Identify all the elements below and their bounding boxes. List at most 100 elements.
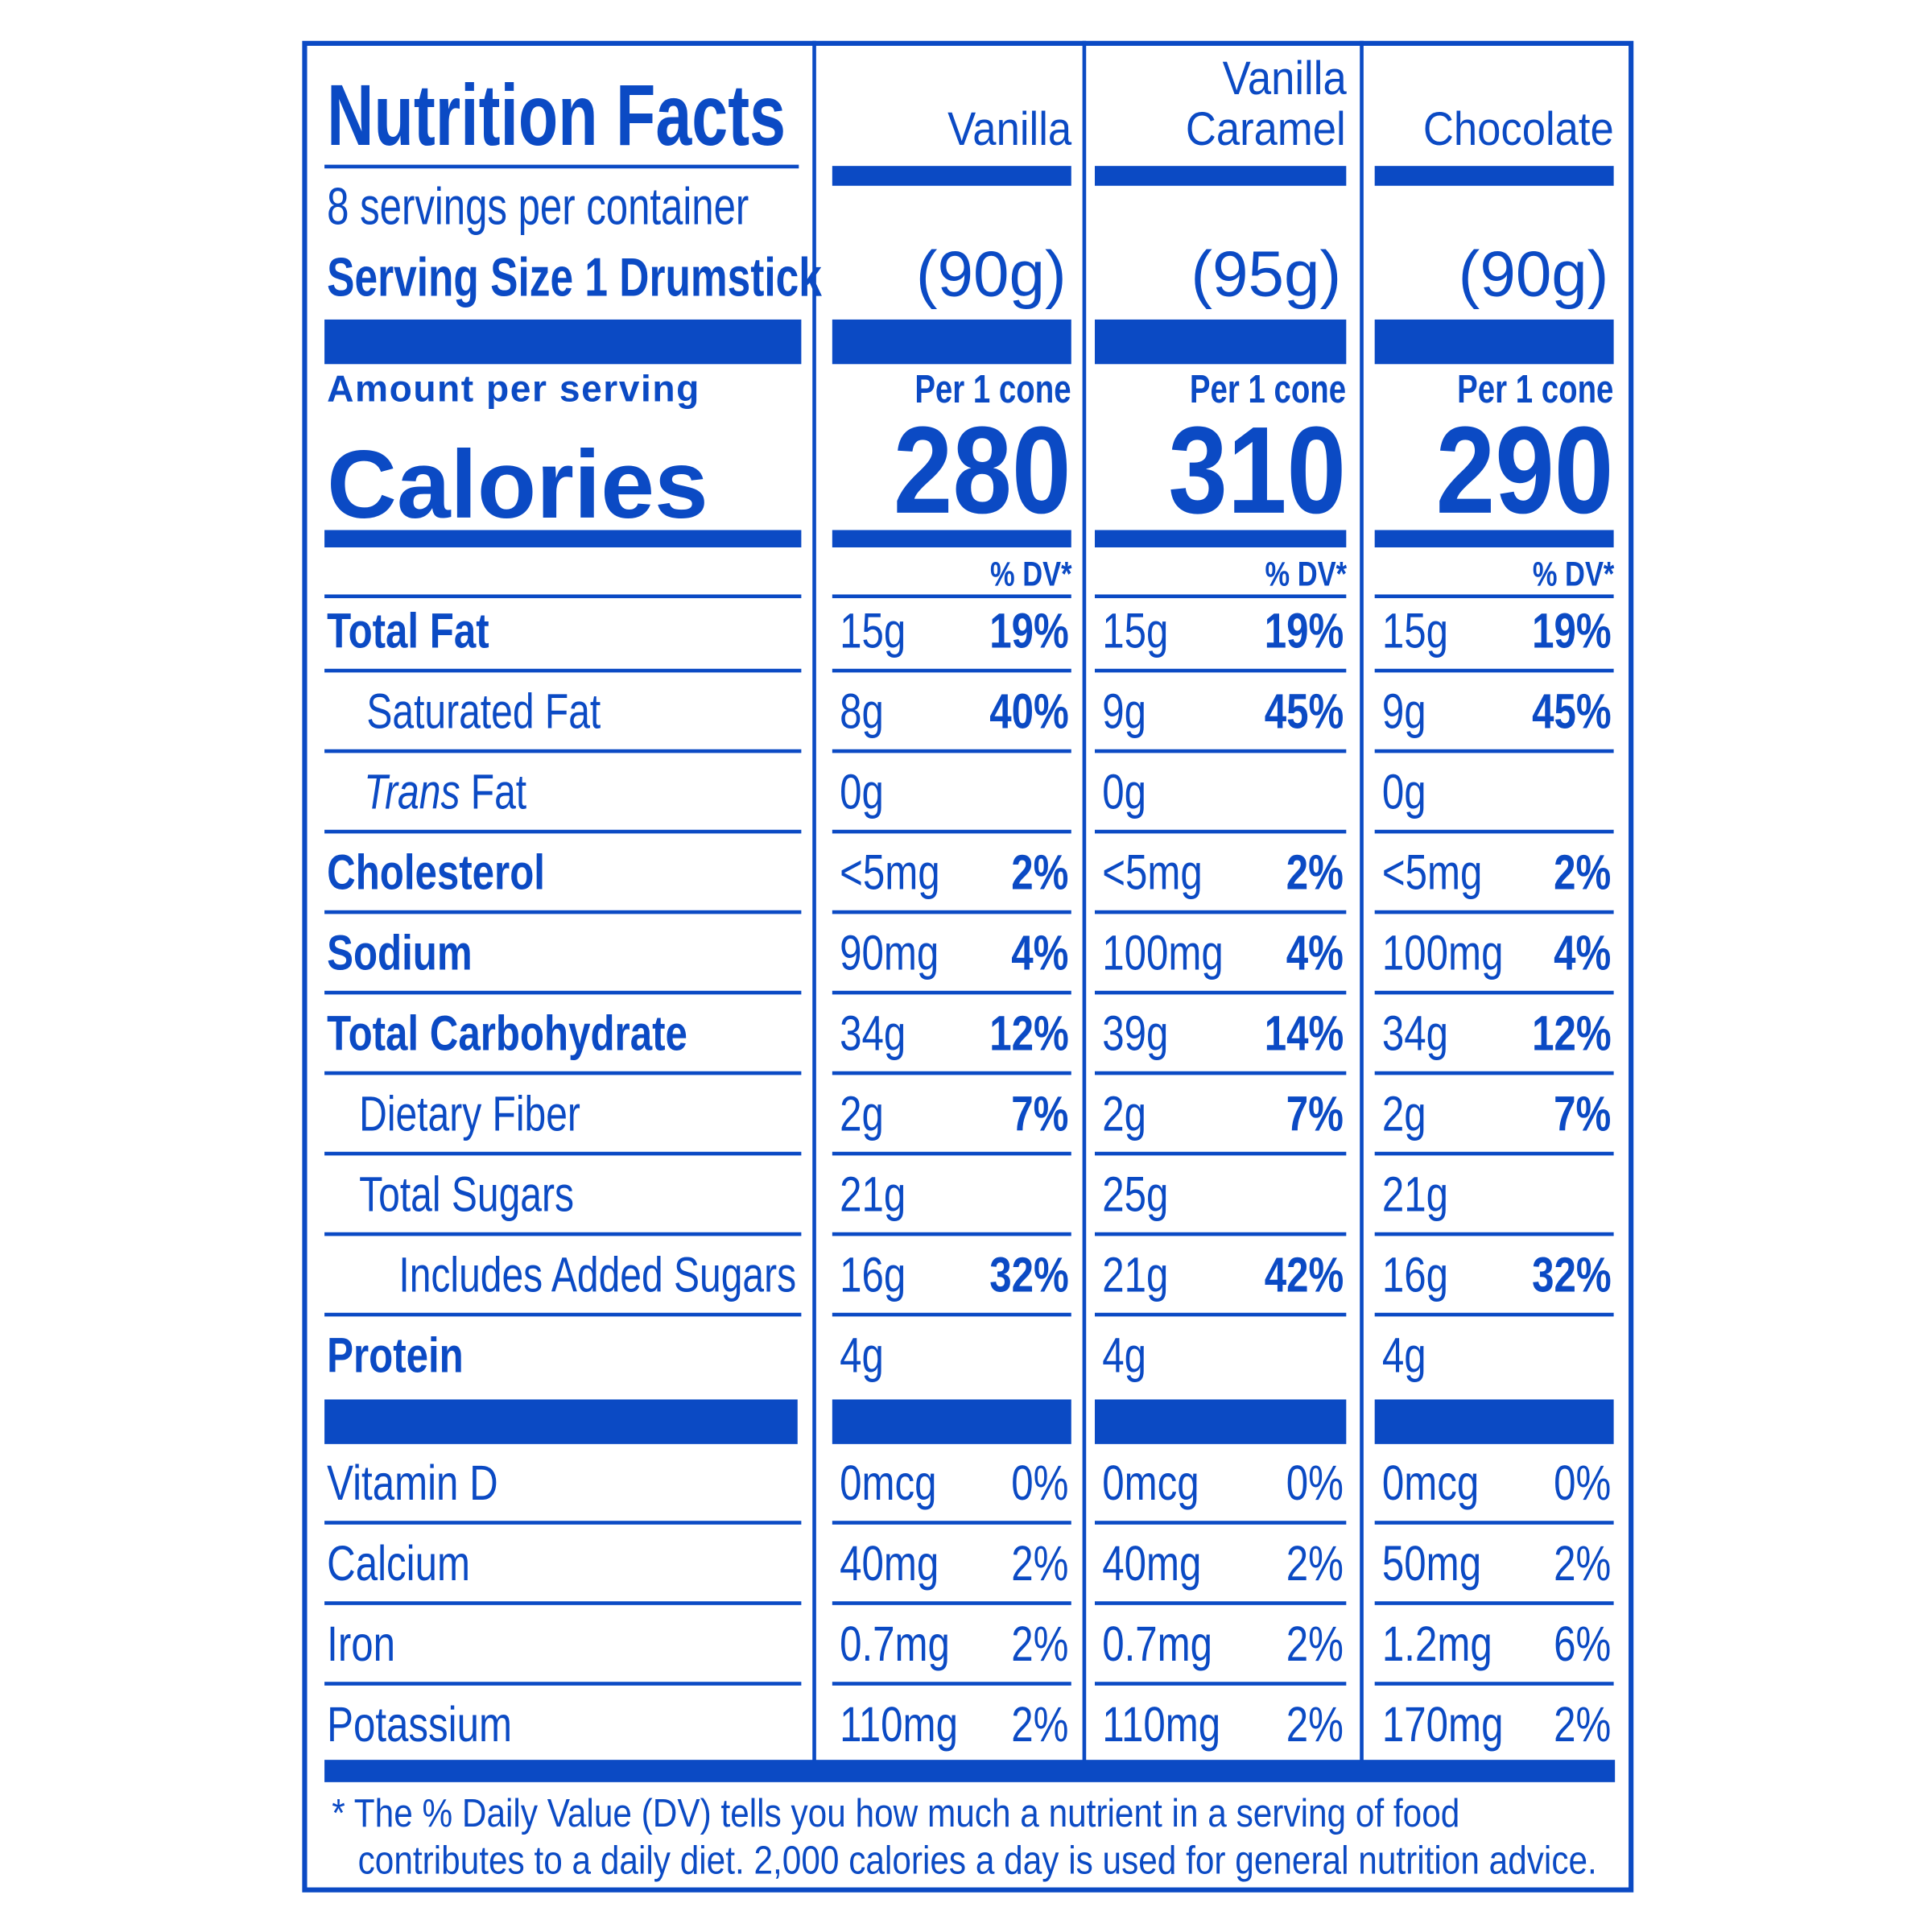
nutrient-amount: 100mg	[1381, 926, 1504, 981]
row-divider	[324, 1601, 802, 1605]
thick-rule	[324, 1399, 798, 1444]
micronutrient-dv: 6%	[1554, 1617, 1612, 1672]
nutrient-dv: 2%	[1286, 845, 1344, 901]
calories-value: 310	[1168, 401, 1347, 540]
nutrient-amount: 39g	[1102, 1006, 1169, 1062]
row-divider	[1374, 1232, 1614, 1236]
nutrient-dv: 45%	[1531, 684, 1612, 740]
row-divider	[1094, 910, 1347, 914]
nutrient-dv: 2%	[1554, 845, 1612, 901]
nutrient-label: Dietary Fiber	[359, 1087, 580, 1142]
nutrient-amount: 4g	[1381, 1328, 1426, 1384]
nutrient-amount: 9g	[1102, 684, 1146, 740]
nutrient-label: Sodium	[327, 926, 473, 981]
row-divider	[1094, 1232, 1347, 1236]
micronutrient-amount: 0mcg	[840, 1456, 937, 1511]
micronutrient-label: Calcium	[327, 1537, 470, 1591]
nutrient-amount: 34g	[840, 1006, 906, 1062]
row-divider	[324, 910, 802, 914]
medium-rule	[832, 530, 1071, 547]
row-divider	[324, 668, 802, 673]
row-divider	[1374, 910, 1614, 914]
nutrient-dv: 12%	[989, 1006, 1069, 1062]
nutrient-dv: 14%	[1264, 1006, 1344, 1062]
calories-value: 290	[1435, 401, 1614, 540]
nutrient-dv: 7%	[1554, 1087, 1612, 1142]
nutrient-dv	[1375, 768, 1612, 818]
product-rule	[832, 166, 1071, 186]
row-divider	[1374, 668, 1614, 673]
nutrient-amount: 15g	[1381, 604, 1449, 659]
row-divider	[324, 1151, 802, 1156]
nutrient-dv	[1375, 1331, 1612, 1381]
nutrient-dv: 4%	[1286, 926, 1344, 981]
product-name-line-1: Vanilla	[1222, 53, 1347, 105]
medium-rule	[1094, 530, 1347, 547]
nutrient-amount: 21g	[1381, 1167, 1449, 1223]
micronutrient-dv: 2%	[1286, 1698, 1344, 1752]
row-divider	[1094, 1601, 1347, 1605]
nutrient-dv	[832, 1170, 1069, 1220]
micronutrient-dv: 2%	[1011, 1537, 1069, 1591]
nutrient-amount: 8g	[840, 684, 884, 740]
column-divider	[1082, 40, 1087, 1763]
micronutrient-dv: 2%	[1554, 1698, 1612, 1752]
title-rule	[324, 164, 799, 169]
nutrient-dv: 7%	[1286, 1087, 1344, 1142]
row-divider	[1374, 1521, 1614, 1525]
column-divider	[812, 40, 816, 1763]
product-rule	[1374, 166, 1614, 186]
nutrient-amount: 15g	[1102, 604, 1169, 659]
dv-header: % DV*	[1532, 555, 1614, 593]
row-divider	[832, 829, 1071, 834]
column-divider	[1360, 40, 1364, 1763]
row-divider	[324, 829, 802, 834]
nutrient-label: Total Carbohydrate	[327, 1006, 687, 1062]
thick-rule	[1374, 319, 1614, 365]
product-name-line-1	[1375, 56, 1614, 102]
row-divider	[832, 1151, 1071, 1156]
nutrient-amount: 2g	[840, 1087, 884, 1142]
nutrient-amount: 25g	[1102, 1167, 1169, 1223]
nutrient-amount: 21g	[840, 1167, 906, 1223]
nutrient-dv	[832, 1331, 1069, 1381]
micronutrient-label: Vitamin D	[327, 1456, 498, 1511]
thick-rule	[1374, 1399, 1614, 1444]
thick-rule	[832, 1399, 1071, 1444]
thick-rule	[1094, 319, 1347, 365]
bottom-rule	[324, 1760, 1616, 1782]
micronutrient-label: Iron	[327, 1617, 395, 1672]
row-divider	[1094, 829, 1347, 834]
nutrient-amount: <5mg	[1102, 845, 1203, 901]
medium-rule	[1374, 530, 1614, 547]
row-divider	[1094, 749, 1347, 753]
medium-rule	[324, 530, 802, 547]
nutrient-label: Total Fat	[327, 604, 489, 659]
row-divider	[1094, 594, 1347, 599]
nutrient-dv: 19%	[989, 604, 1069, 659]
nutrient-label: Trans Fat	[364, 765, 527, 820]
micronutrient-amount: 50mg	[1381, 1537, 1482, 1591]
nutrient-dv	[1095, 1170, 1344, 1220]
row-divider	[832, 1521, 1071, 1525]
row-divider	[832, 594, 1071, 599]
serving-size: Serving Size 1 Drumstick	[327, 247, 822, 309]
thick-rule	[324, 319, 802, 365]
nutrient-amount: 2g	[1102, 1087, 1146, 1142]
row-divider	[1374, 1312, 1614, 1317]
micronutrient-amount: 1.2mg	[1381, 1617, 1492, 1672]
row-divider	[832, 668, 1071, 673]
nutrient-amount: 90mg	[840, 926, 939, 981]
nutrient-amount: 21g	[1102, 1248, 1169, 1303]
micronutrient-dv: 2%	[1286, 1537, 1344, 1591]
nutrient-label-italic: Trans	[364, 765, 460, 820]
row-divider	[1374, 594, 1614, 599]
row-divider	[1374, 829, 1614, 834]
nutrient-amount: 16g	[1381, 1248, 1449, 1303]
product-rule	[1094, 166, 1347, 186]
nutrient-dv: 4%	[1011, 926, 1069, 981]
row-divider	[324, 749, 802, 753]
nutrient-amount: 0g	[1102, 765, 1146, 820]
nutrient-dv: 19%	[1264, 604, 1344, 659]
